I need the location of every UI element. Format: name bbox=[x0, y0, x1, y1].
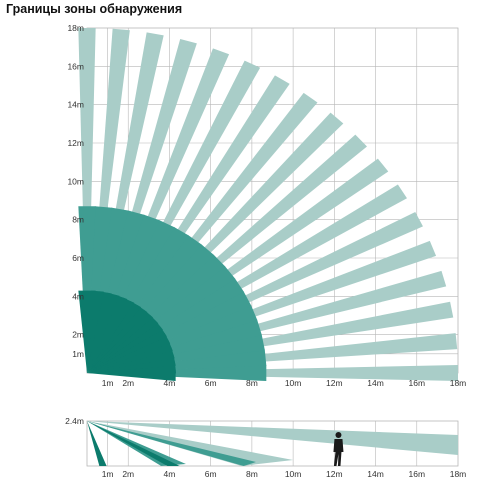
side-x-axis-tick-label: 18m bbox=[450, 469, 467, 479]
x-axis-tick-label: 10m bbox=[285, 378, 302, 388]
person-body bbox=[333, 439, 344, 466]
y-axis-tick-label: 12m bbox=[67, 138, 84, 148]
y-axis-tick-label: 18m bbox=[67, 23, 84, 33]
x-axis-tick-label: 12m bbox=[326, 378, 343, 388]
detection-beam bbox=[78, 28, 96, 373]
y-axis-tick-label: 6m bbox=[72, 253, 84, 263]
side-view-beams bbox=[87, 421, 458, 466]
beam-zone-segment bbox=[87, 298, 142, 373]
y-axis-tick-label: 14m bbox=[67, 100, 84, 110]
beam-zone-segment bbox=[87, 364, 458, 382]
beam-zone-segment bbox=[87, 364, 267, 382]
detection-beam bbox=[87, 75, 290, 373]
beam-zone-segment bbox=[78, 290, 96, 373]
side-x-axis-tick-label: 10m bbox=[285, 469, 302, 479]
side-x-axis-tick-label: 12m bbox=[326, 469, 343, 479]
beam-zone-segment bbox=[87, 293, 128, 373]
y-axis-tick-label: 4m bbox=[72, 291, 84, 301]
x-axis-tick-label: 4m bbox=[164, 378, 176, 388]
side-x-axis-tick-label: 6m bbox=[205, 469, 217, 479]
y-axis-tick-label: 1m bbox=[72, 349, 84, 359]
side-x-axis-tick-label: 2m bbox=[122, 469, 134, 479]
person-silhouette-icon bbox=[333, 432, 344, 466]
side-view-labels: 2.4m 1m 2m 4m 6m 8m 10m 12m 14m 16m 18m bbox=[65, 416, 466, 479]
side-beam-mid-light bbox=[87, 421, 294, 466]
side-beam-steep bbox=[87, 421, 107, 466]
side-beam-near-dark bbox=[87, 421, 180, 466]
beam-zone-segment bbox=[78, 28, 96, 373]
x-axis-tick-label: 18m bbox=[450, 378, 467, 388]
side-x-axis-tick-label: 1m bbox=[102, 469, 114, 479]
side-beam-far bbox=[87, 421, 458, 455]
side-y-axis-tick-label: 2.4m bbox=[65, 416, 84, 426]
x-axis-tick-label: 6m bbox=[205, 378, 217, 388]
person-head bbox=[335, 432, 342, 438]
top-view-beams bbox=[78, 28, 458, 382]
y-axis-tick-label: 10m bbox=[67, 176, 84, 186]
top-view-labels: 18m 16m 14m 12m 10m 8m 6m 4m 2m 1m 1m 2m 4m 6m 8m 10m 12… bbox=[67, 23, 466, 388]
beam-zone-segment bbox=[87, 291, 120, 373]
detection-beam bbox=[87, 92, 318, 373]
x-axis-tick-label: 16m bbox=[409, 378, 426, 388]
x-axis-tick-label: 8m bbox=[246, 378, 258, 388]
y-axis-tick-label: 2m bbox=[72, 330, 84, 340]
beam-zone-segment bbox=[87, 295, 135, 373]
side-x-axis-tick-label: 8m bbox=[246, 469, 258, 479]
beam-zone-segment bbox=[87, 306, 154, 373]
x-axis-tick-label: 2m bbox=[122, 378, 134, 388]
side-x-axis-tick-label: 16m bbox=[409, 469, 426, 479]
x-axis-tick-label: 14m bbox=[367, 378, 384, 388]
beam-zone-segment bbox=[78, 206, 96, 373]
detection-beam bbox=[87, 60, 261, 373]
side-beam-near bbox=[87, 421, 186, 466]
y-axis-tick-label: 8m bbox=[72, 215, 84, 225]
beam-zone-segment bbox=[87, 302, 148, 373]
detection-beam bbox=[87, 38, 197, 374]
side-x-axis-tick-label: 4m bbox=[164, 469, 176, 479]
side-x-axis-tick-label: 14m bbox=[367, 469, 384, 479]
y-axis-tick-label: 16m bbox=[67, 61, 84, 71]
side-beam-mid bbox=[87, 421, 257, 466]
x-axis-tick-label: 1m bbox=[102, 378, 114, 388]
detection-beam bbox=[87, 48, 230, 373]
page-title: Границы зоны обнаружения bbox=[6, 2, 183, 16]
